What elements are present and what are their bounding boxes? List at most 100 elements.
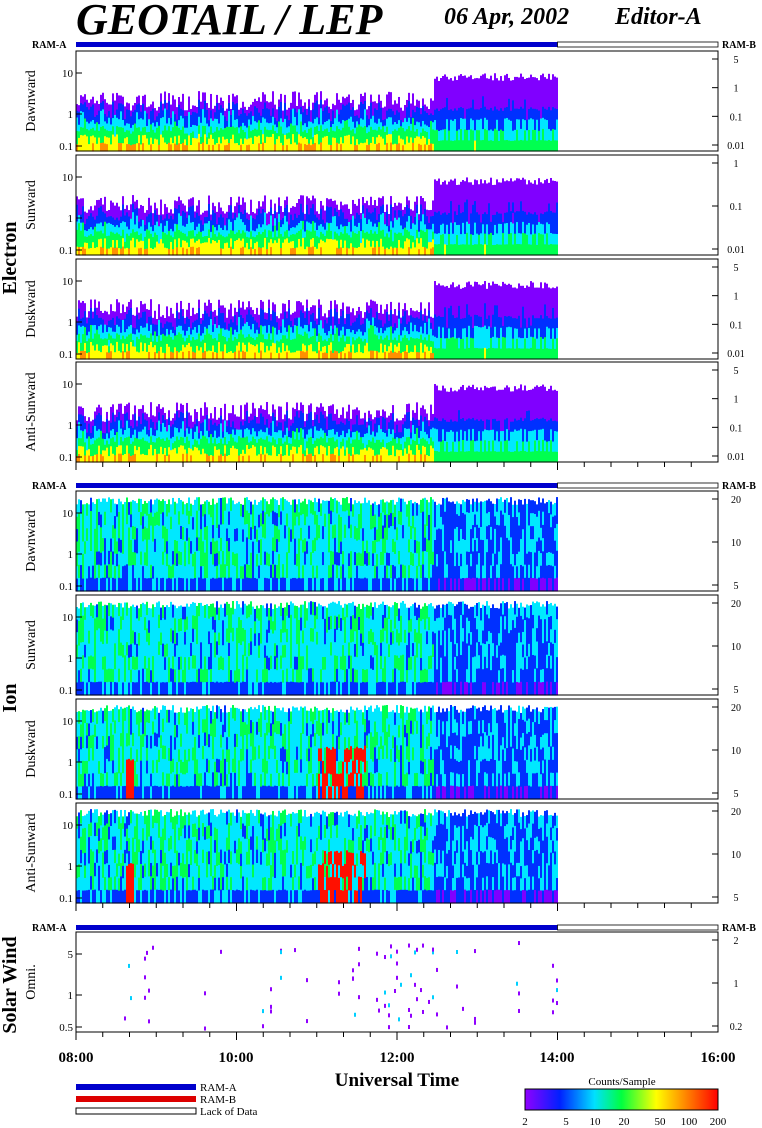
spectrogram-cell — [146, 229, 148, 237]
spectrogram-cell — [370, 205, 372, 215]
spectrogram-cell — [200, 226, 202, 233]
spectrogram-cell — [348, 235, 350, 243]
spectrogram-cell — [370, 110, 372, 120]
spectrogram-cell — [88, 209, 90, 217]
spectrogram-cell — [488, 78, 490, 90]
spectrogram-cell — [298, 325, 300, 335]
spectrogram-cell — [194, 346, 196, 354]
spectrogram-cell — [514, 223, 516, 235]
spectrogram-cell — [320, 328, 322, 337]
spectrogram-cell — [484, 222, 486, 235]
spectrogram-cell — [340, 351, 342, 360]
spectrogram-cell — [278, 238, 280, 248]
spectrogram-cell — [448, 234, 450, 246]
spectrogram-cell — [370, 102, 372, 112]
spectrogram-cell — [322, 212, 324, 221]
spectrogram-cell — [82, 112, 84, 121]
spectrogram-cell — [470, 75, 472, 87]
spectrogram-cell — [262, 232, 264, 241]
spectrogram-cell — [390, 212, 392, 222]
spectrogram-cell — [144, 230, 146, 238]
spectrogram-cell — [222, 320, 224, 329]
spectrogram-cell — [398, 326, 400, 336]
spectrogram-cell — [532, 129, 534, 142]
spectrogram-cell — [544, 129, 546, 142]
spectrogram-cell — [382, 246, 384, 256]
spectrogram-cell — [280, 206, 282, 214]
spectrogram-cell — [384, 224, 386, 232]
spectrogram-cell — [408, 315, 410, 323]
spectrogram-cell — [494, 316, 496, 328]
spectrogram-cell — [282, 319, 284, 328]
spectrogram-cell — [262, 142, 264, 152]
spectrogram-cell — [242, 326, 244, 336]
spectrogram-cell — [522, 177, 524, 190]
spectrogram-cell — [130, 122, 132, 129]
spectrogram-cell — [416, 136, 418, 145]
spectrogram-cell — [204, 210, 206, 218]
spectrogram-cell — [232, 322, 234, 330]
spectrogram-cell — [212, 202, 214, 211]
spectrogram-cell — [146, 216, 148, 224]
spectrogram-cell — [438, 294, 440, 306]
spectrogram-cell — [350, 332, 352, 340]
spectrogram-cell — [218, 123, 220, 131]
spectrogram-cell — [332, 208, 334, 218]
spectrogram-cell — [308, 214, 310, 224]
spectrogram-cell — [310, 145, 312, 152]
spectrogram-cell — [476, 140, 478, 152]
spectrogram-cell — [344, 143, 346, 152]
spectrogram-cell — [484, 128, 486, 141]
spectrogram-cell — [106, 338, 108, 347]
spectrogram-cell — [440, 77, 442, 90]
spectrogram-cell — [420, 212, 422, 222]
spectrogram-cell — [430, 120, 432, 130]
spectrogram-cell — [298, 206, 300, 216]
spectrogram-cell — [92, 345, 94, 353]
spectrogram-cell — [436, 233, 438, 246]
spectrogram-cell — [322, 240, 324, 249]
spectrogram-cell — [212, 217, 214, 226]
spectrogram-cell — [358, 137, 360, 145]
spectrogram-cell — [118, 234, 120, 242]
spectrogram-cell — [426, 119, 428, 127]
spectrogram-cell — [206, 242, 208, 250]
spectrogram-cell — [506, 84, 508, 97]
spectrogram-cell — [464, 181, 466, 193]
spectrogram-cell — [260, 308, 262, 318]
spectrogram-cell — [100, 310, 102, 319]
spectrogram-cell — [308, 324, 310, 333]
spectrogram-cell — [294, 91, 296, 101]
spectrogram-cell — [536, 78, 538, 90]
spectrogram-cell — [240, 329, 242, 338]
spectrogram-cell — [550, 140, 552, 152]
spectrogram-cell — [76, 346, 78, 354]
spectrogram-cell — [192, 213, 194, 223]
spectrogram-cell — [500, 108, 502, 120]
spectrogram-cell — [398, 143, 400, 152]
spectrogram-cell — [240, 107, 242, 115]
spectrogram-cell — [290, 109, 292, 118]
spectrogram-cell — [320, 312, 322, 321]
spectrogram-cell — [150, 137, 152, 145]
spectrogram-cell — [502, 314, 504, 327]
spectrogram-cell — [382, 113, 384, 121]
spectrogram-cell — [146, 132, 148, 140]
spectrogram-cell — [430, 352, 432, 360]
spectrogram-cell — [510, 189, 512, 201]
spectrogram-cell — [292, 332, 294, 340]
spectrogram-cell — [394, 337, 396, 346]
spectrogram-cell — [130, 233, 132, 242]
spectrogram-cell — [526, 88, 528, 100]
spectrogram-cell — [550, 221, 552, 234]
spectrogram-cell — [518, 189, 520, 201]
spectrogram-cell — [218, 144, 220, 152]
spectrogram-cell — [340, 309, 342, 317]
spectrogram-cell — [498, 316, 500, 329]
spectrogram-cell — [452, 90, 454, 102]
spectrogram-cell — [356, 324, 358, 333]
spectrogram-cell — [540, 244, 542, 256]
spectrogram-cell — [312, 246, 314, 256]
spectrogram-cell — [426, 138, 428, 146]
spectrogram-cell — [506, 327, 508, 339]
